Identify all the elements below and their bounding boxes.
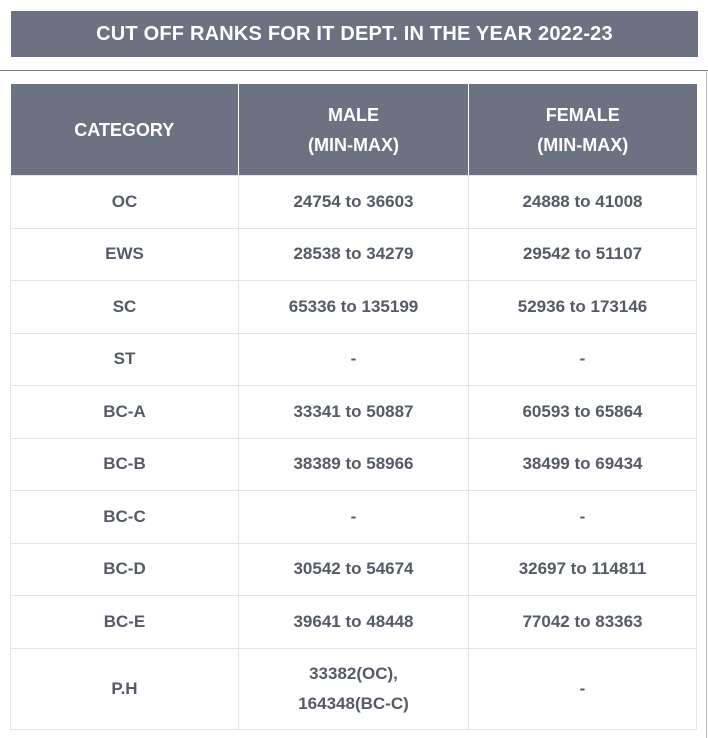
male-cell: - [238, 490, 469, 544]
category-cell: BC-C [10, 490, 239, 544]
header-female: FEMALE (MIN-MAX) [468, 84, 697, 176]
female-cell: 24888 to 41008 [468, 175, 697, 229]
table-row: BC-A 33341 to 50887 60593 to 65864 [10, 385, 697, 439]
header-male-sub: (MIN-MAX) [308, 134, 399, 155]
table-row: ST - - [10, 332, 697, 386]
female-cell: 29542 to 51107 [468, 227, 697, 281]
female-cell: 32697 to 114811 [468, 542, 697, 596]
table-row: BC-C - - [10, 490, 697, 544]
category-cell: SC [10, 280, 239, 334]
table-row: EWS 28538 to 34279 29542 to 51107 [10, 227, 697, 281]
male-cell: 38389 to 58966 [238, 437, 469, 491]
female-cell: 38499 to 69434 [468, 437, 697, 491]
male-cell: 24754 to 36603 [238, 175, 469, 229]
table-row: BC-D 30542 to 54674 32697 to 114811 [10, 542, 697, 596]
category-cell: BC-A [10, 385, 239, 439]
category-cell: EWS [10, 227, 239, 281]
category-cell: BC-E [10, 595, 239, 649]
female-cell: - [468, 332, 697, 386]
category-cell: ST [10, 332, 239, 386]
table-row: OC 24754 to 36603 24888 to 41008 [10, 175, 697, 229]
female-cell: - [468, 647, 697, 730]
category-cell: BC-D [10, 542, 239, 596]
category-cell: BC-B [10, 437, 239, 491]
header-category: CATEGORY [10, 84, 239, 176]
header-female-label: FEMALE [545, 104, 620, 125]
table-row: SC 65336 to 135199 52936 to 173146 [10, 280, 697, 334]
table-row: BC-B 38389 to 58966 38499 to 69434 [10, 437, 697, 491]
male-cell: 39641 to 48448 [238, 595, 469, 649]
male-cell: 33382(OC), 164348(BC-C) [238, 647, 469, 730]
table-row: P.H 33382(OC), 164348(BC-C) - [10, 647, 697, 730]
category-cell: P.H [10, 647, 239, 730]
female-cell: 52936 to 173146 [468, 280, 697, 334]
horizontal-divider [0, 70, 708, 71]
table-row: BC-E 39641 to 48448 77042 to 83363 [10, 595, 697, 649]
female-cell: 77042 to 83363 [468, 595, 697, 649]
male-cell: 30542 to 54674 [238, 542, 469, 596]
male-cell: - [238, 332, 469, 386]
vertical-divider [706, 70, 707, 738]
header-female-sub: (MIN-MAX) [537, 134, 629, 155]
male-cell-line: 164348(BC-C) [298, 693, 409, 713]
header-male-label: MALE [328, 104, 379, 125]
page-title: CUT OFF RANKS FOR IT DEPT. IN THE YEAR 2… [11, 11, 698, 57]
table-header-row: CATEGORY MALE (MIN-MAX) FEMALE (MIN-MAX) [10, 84, 697, 176]
female-cell: 60593 to 65864 [468, 385, 697, 439]
male-cell-line: 33382(OC), [309, 663, 398, 683]
male-cell: 28538 to 34279 [238, 227, 469, 281]
male-cell: 33341 to 50887 [238, 385, 469, 439]
cutoff-table: CATEGORY MALE (MIN-MAX) FEMALE (MIN-MAX)… [10, 84, 697, 730]
header-category-label: CATEGORY [74, 119, 175, 140]
female-cell: - [468, 490, 697, 544]
header-male: MALE (MIN-MAX) [238, 84, 469, 176]
category-cell: OC [10, 175, 239, 229]
male-cell: 65336 to 135199 [238, 280, 469, 334]
